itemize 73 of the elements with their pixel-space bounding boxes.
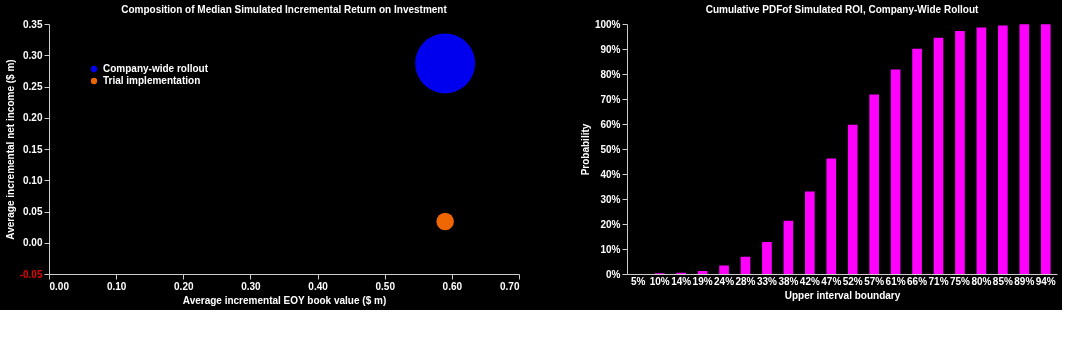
x-axis-title: Upper interval boundary bbox=[784, 289, 901, 301]
y-tick-label: 0.35 bbox=[23, 18, 43, 30]
y-tick-label: 30% bbox=[600, 193, 621, 205]
bar bbox=[762, 242, 772, 274]
x-tick-label: 0.10 bbox=[106, 280, 127, 292]
x-tick-label: 0.60 bbox=[442, 280, 463, 292]
bar bbox=[847, 124, 858, 274]
x-tick-label: 57% bbox=[864, 275, 885, 287]
y-tick-label: 0.05 bbox=[23, 206, 43, 217]
bar bbox=[912, 48, 922, 274]
bar bbox=[1040, 24, 1051, 274]
y-tick-label: 10% bbox=[600, 243, 621, 255]
y-tick-label: 70% bbox=[600, 93, 621, 105]
bar bbox=[976, 27, 987, 274]
x-tick-label: 75% bbox=[949, 275, 971, 287]
bar bbox=[933, 37, 944, 274]
bar bbox=[998, 25, 1008, 274]
y-tick-label: 50% bbox=[600, 143, 621, 155]
chart-title: Composition of Median Simulated Incremental Return on Investment bbox=[121, 4, 448, 15]
chart-title: Cumulative PDFof Simulated ROI, Company-Wide Rollout bbox=[705, 4, 980, 15]
x-tick-label: 85% bbox=[992, 275, 1013, 287]
y-tick-label: 0.10 bbox=[23, 174, 43, 186]
x-tick-label: 19% bbox=[692, 275, 713, 287]
x-tick-label: 71% bbox=[928, 275, 949, 287]
x-tick-label: 0.40 bbox=[308, 280, 329, 292]
y-tick-label: 80% bbox=[600, 68, 621, 80]
y-tick-label: 60% bbox=[600, 118, 621, 130]
bar bbox=[805, 191, 815, 274]
x-tick-label: 28% bbox=[735, 275, 756, 287]
x-tick-label: 52% bbox=[842, 275, 863, 287]
bar bbox=[1019, 24, 1030, 274]
y-tick-label: 0.20 bbox=[23, 112, 43, 124]
bar bbox=[826, 158, 837, 274]
y-tick-label: -0.05 bbox=[19, 268, 43, 280]
x-tick-label: 5% bbox=[631, 275, 646, 287]
y-tick-label: 0.25 bbox=[23, 81, 43, 92]
y-tick-label: 100% bbox=[594, 18, 621, 30]
bar bbox=[719, 265, 729, 274]
x-tick-label: 24% bbox=[714, 275, 735, 287]
x-tick-label: 38% bbox=[778, 275, 799, 287]
x-tick-label: 0.70 bbox=[500, 280, 520, 292]
x-tick-label: 66% bbox=[907, 275, 928, 287]
y-tick-label: 40% bbox=[600, 168, 621, 180]
x-tick-label: 89% bbox=[1014, 275, 1035, 287]
bar bbox=[697, 271, 708, 274]
y-tick-label: 20% bbox=[600, 218, 621, 230]
x-tick-label: 0.00 bbox=[49, 280, 70, 292]
x-tick-label: 0.20 bbox=[174, 280, 194, 292]
y-tick-label: 0.30 bbox=[23, 49, 43, 61]
y-tick-label: 0% bbox=[606, 268, 621, 280]
x-tick-label: 80% bbox=[971, 275, 992, 287]
y-tick-label: 0.00 bbox=[23, 237, 43, 249]
x-tick-label: 47% bbox=[821, 275, 842, 287]
x-tick-label: 61% bbox=[885, 275, 906, 287]
x-tick-label: 33% bbox=[756, 275, 778, 287]
bar bbox=[890, 69, 901, 274]
x-tick-label: 0.30 bbox=[241, 280, 262, 292]
bar bbox=[869, 94, 879, 274]
x-tick-label: 10% bbox=[649, 275, 670, 287]
x-tick-label: 94% bbox=[1035, 275, 1056, 287]
y-axis-title: Probability bbox=[579, 123, 591, 176]
y-tick-label: 90% bbox=[600, 43, 621, 55]
y-axis-title: Average incremental net income ($ m) bbox=[4, 59, 16, 240]
x-axis-title: Average incremental EOY book value ($ m) bbox=[182, 294, 387, 306]
legend-label: Company-wide rollout bbox=[103, 63, 209, 74]
bar bbox=[955, 31, 965, 274]
bar bbox=[783, 220, 794, 274]
legend-label: Trial implementation bbox=[103, 75, 201, 86]
y-tick-label: 0.15 bbox=[23, 143, 43, 155]
x-tick-label: 0.50 bbox=[375, 280, 396, 292]
bar bbox=[740, 256, 751, 274]
x-tick-label: 42% bbox=[799, 275, 820, 287]
x-tick-label: 14% bbox=[671, 275, 692, 287]
